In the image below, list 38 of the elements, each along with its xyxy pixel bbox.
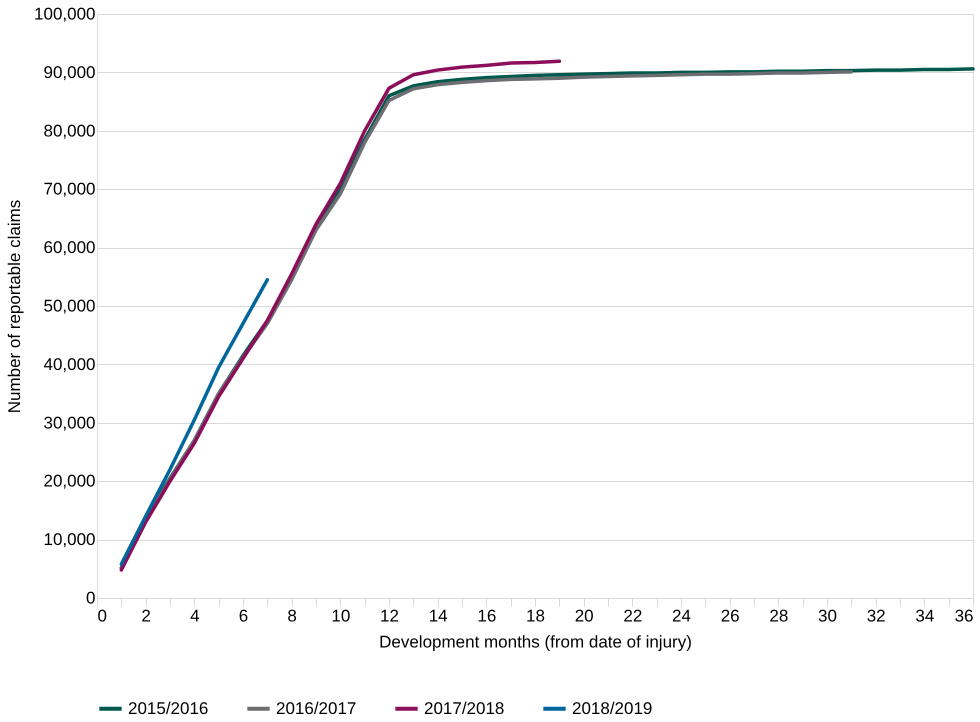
x-tick-label: 10: [331, 606, 350, 626]
y-tick-label: 10,000: [44, 530, 96, 550]
x-tick-label: 36: [954, 606, 974, 626]
x-tick-label: 6: [238, 606, 248, 626]
line-series: [120, 278, 270, 566]
x-tick-label: 34: [915, 606, 934, 626]
legend-label: 2017/2018: [424, 698, 504, 718]
y-axis-title: Number of reportable claims: [5, 200, 24, 414]
y-tick-label: 30,000: [44, 413, 96, 432]
x-axis-title: Development months (from date of injury): [379, 632, 692, 652]
x-tick-label: 14: [428, 606, 448, 626]
x-tick-label: 30: [818, 606, 837, 626]
x-tick-label: 20: [574, 606, 594, 626]
y-tick-label: 70,000: [44, 180, 96, 199]
y-tick-label: 20,000: [44, 472, 96, 491]
x-tick-label: 22: [623, 606, 642, 626]
x-tick-label: 28: [769, 606, 788, 626]
legend-label: 2016/2017: [276, 698, 356, 718]
y-tick-label: 0: [86, 588, 96, 608]
x-tick-label: 0: [98, 606, 107, 626]
y-tick-label: 100,000: [34, 4, 96, 24]
line-series: [120, 60, 562, 572]
x-tick-label: 32: [866, 606, 886, 626]
x-tick-label: 12: [380, 606, 399, 626]
x-tick-label: 24: [672, 606, 691, 626]
x-tick-label: 18: [526, 606, 545, 626]
x-tick-label: 2: [141, 606, 151, 626]
y-tick-label: 80,000: [44, 121, 96, 140]
x-tick-label: 26: [720, 606, 740, 626]
x-tick-label: 8: [287, 606, 297, 626]
legend-label: 2015/2016: [128, 698, 208, 718]
y-tick-label: 40,000: [44, 354, 96, 374]
legend-label: 2018/2019: [572, 698, 652, 718]
y-tick-label: 50,000: [44, 296, 96, 316]
x-tick-label: 4: [190, 606, 200, 626]
x-tick-label: 16: [477, 606, 496, 626]
y-tick-label: 90,000: [44, 62, 96, 82]
y-tick-label: 60,000: [44, 238, 96, 258]
